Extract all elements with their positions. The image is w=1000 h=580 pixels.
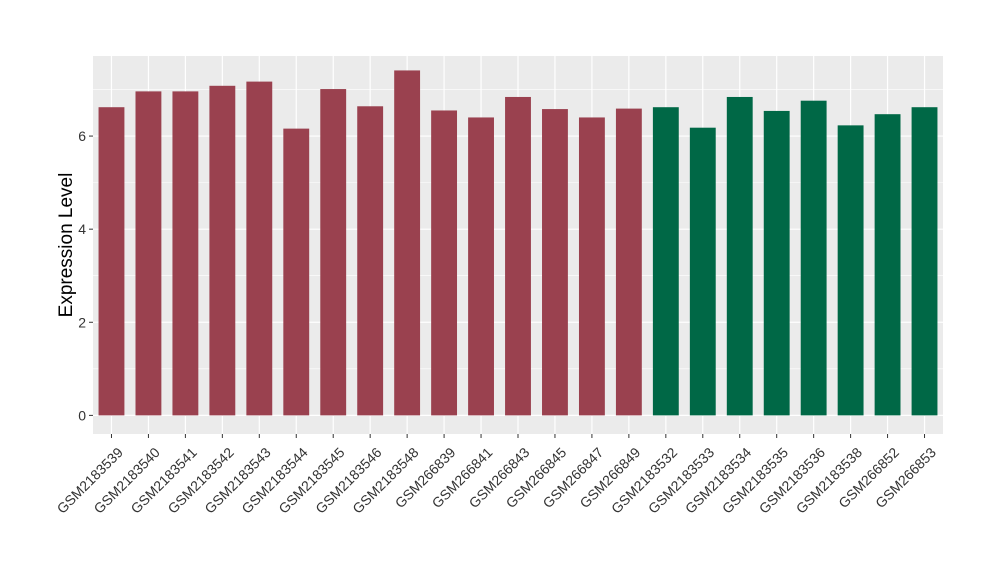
bar-GSM2183539 xyxy=(98,107,125,416)
bar-GSM266849 xyxy=(615,108,642,416)
bar-GSM2183533 xyxy=(689,127,716,416)
bar-GSM2183536 xyxy=(800,100,827,416)
y-axis: 0 2 4 6 xyxy=(78,128,93,423)
x-axis: GSM2183539GSM2183540GSM2183541GSM2183542… xyxy=(54,434,939,517)
bar-GSM266839 xyxy=(431,110,458,416)
bars xyxy=(98,70,938,416)
y-tick-label: 2 xyxy=(78,314,86,330)
bar-GSM266847 xyxy=(578,117,605,416)
y-tick-label: 6 xyxy=(78,128,86,144)
bar-GSM2183541 xyxy=(172,91,199,416)
bar-GSM2183535 xyxy=(763,110,790,416)
bar-GSM2183542 xyxy=(209,85,236,416)
y-tick-label: 4 xyxy=(78,221,86,237)
bar-GSM2183546 xyxy=(357,106,384,416)
bar-GSM2183548 xyxy=(394,70,421,416)
bar-GSM2183545 xyxy=(320,89,347,416)
bar-GSM2183544 xyxy=(283,128,310,416)
bar-GSM2183534 xyxy=(726,96,753,416)
bar-GSM266843 xyxy=(505,96,531,416)
y-tick-label: 0 xyxy=(78,407,86,423)
bar-GSM2183538 xyxy=(837,125,864,416)
y-axis-title: Expression Level xyxy=(56,173,77,318)
bar-GSM266853 xyxy=(911,107,938,416)
bar-GSM2183543 xyxy=(246,81,273,416)
bar-GSM266841 xyxy=(468,117,494,416)
bar-GSM2183540 xyxy=(135,91,162,416)
bar-GSM266845 xyxy=(542,109,568,416)
bar-GSM2183532 xyxy=(652,107,679,416)
bar-GSM266852 xyxy=(874,114,901,416)
